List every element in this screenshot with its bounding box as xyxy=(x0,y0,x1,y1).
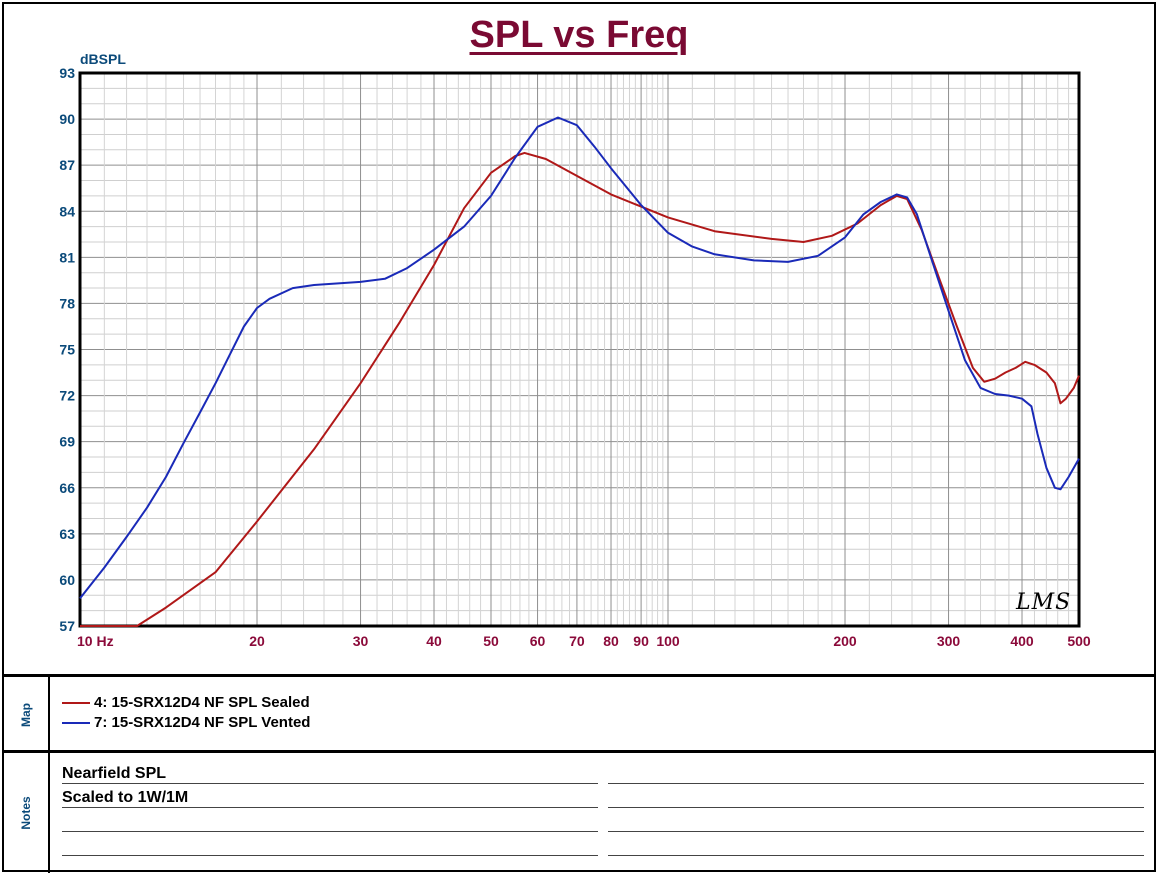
y-tick-label: 63 xyxy=(59,526,75,542)
note-rule xyxy=(62,807,598,808)
chart-title: SPL vs Freq xyxy=(469,14,689,56)
note-rule xyxy=(62,783,598,784)
legend-label-vented: 7: 15-SRX12D4 NF SPL Vented xyxy=(94,714,311,731)
map-label: Map xyxy=(19,703,33,727)
y-tick-label: 84 xyxy=(59,203,75,219)
x-tick-label: 60 xyxy=(530,633,546,649)
plot-border xyxy=(78,71,1081,628)
x-tick-label: 400 xyxy=(1010,633,1034,649)
map-panel: Map 4: 15-SRX12D4 NF SPL Sealed 7: 15-SR… xyxy=(4,674,1154,753)
notes-label: Notes xyxy=(19,796,33,830)
x-tick-label: 90 xyxy=(633,633,649,649)
note-rule xyxy=(62,855,598,856)
note-rule xyxy=(608,831,1144,832)
map-side-label: Map xyxy=(4,677,50,753)
notes-panel: Notes Nearfield SPL Scaled to 1W/1M xyxy=(4,750,1154,873)
x-tick-label: 100 xyxy=(656,633,680,649)
series-line-0 xyxy=(80,151,1080,627)
note-rule xyxy=(62,831,598,832)
x-tick-label: 40 xyxy=(426,633,442,649)
legend-label-sealed: 4: 15-SRX12D4 NF SPL Sealed xyxy=(94,694,310,711)
y-tick-label: 66 xyxy=(59,480,75,496)
note-line-2-text: Scaled to 1W/1M xyxy=(62,789,189,806)
note-rule xyxy=(608,807,1144,808)
x-tick-label: 500 xyxy=(1067,633,1091,649)
y-tick-label: 93 xyxy=(59,65,75,81)
x-tick-label: 20 xyxy=(249,633,265,649)
y-tick-label: 87 xyxy=(59,157,75,173)
x-tick-label: 70 xyxy=(569,633,585,649)
x-tick-label: 50 xyxy=(483,633,499,649)
y-tick-label: 60 xyxy=(59,572,75,588)
y-tick-label: 57 xyxy=(59,618,75,634)
note-line-1-text: Nearfield SPL xyxy=(62,765,167,782)
grid-lines xyxy=(80,73,1079,626)
x-tick-label: 80 xyxy=(603,633,619,649)
x-tick-label: 10 Hz xyxy=(77,633,114,649)
x-tick-label: 30 xyxy=(353,633,369,649)
y-tick-label: 72 xyxy=(59,388,75,404)
note-rule xyxy=(608,783,1144,784)
series-lines xyxy=(79,116,1080,627)
y-tick-label: 90 xyxy=(59,111,75,127)
series-line-1 xyxy=(79,116,1080,600)
legend-item-vented: 7: 15-SRX12D4 NF SPL Vented xyxy=(62,714,310,731)
y-tick-label: 81 xyxy=(59,249,75,265)
lms-watermark: LMS xyxy=(1016,590,1072,615)
notes-side-label: Notes xyxy=(4,753,50,873)
x-tick-labels: 10 Hz 20 30 40 50 60 70 80 90 100 200 300 400 500 xyxy=(77,633,1091,649)
y-tick-label: 69 xyxy=(59,434,75,450)
note-rule xyxy=(608,855,1144,856)
legend-item-sealed: 4: 15-SRX12D4 NF SPL Sealed xyxy=(62,694,310,711)
chart-plot: 57 60 63 66 69 72 75 78 81 84 87 90 93 10 Hz 20 30 40 50… xyxy=(59,51,1091,649)
legend-swatch-sealed xyxy=(62,701,90,704)
y-tick-label: 78 xyxy=(59,295,75,311)
y-tick-label: 75 xyxy=(59,342,75,358)
x-tick-label: 200 xyxy=(833,633,857,649)
y-tick-labels: 57 60 63 66 69 72 75 78 81 84 87 90 93 xyxy=(59,65,75,634)
x-tick-label: 300 xyxy=(937,633,961,649)
legend-swatch-vented xyxy=(62,721,90,724)
y-axis-label: dBSPL xyxy=(80,51,126,67)
